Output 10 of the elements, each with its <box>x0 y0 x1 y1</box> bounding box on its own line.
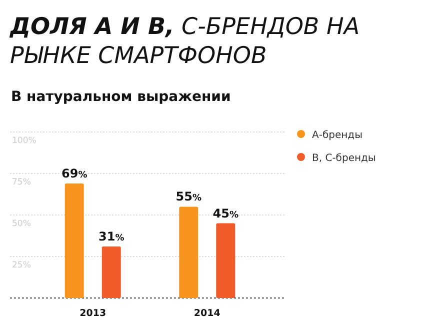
data-label: 55% <box>176 190 202 204</box>
data-label: 31% <box>98 230 124 244</box>
chart-subtitle: В натуральном выражении <box>11 89 231 105</box>
x-tick-label: 2013 <box>80 308 106 319</box>
data-label: 69% <box>61 166 88 180</box>
chart-title: ДОЛЯ А И В, С-БРЕНДОВ НА РЫНКЕ СМАРТФОНОВ <box>10 14 360 69</box>
x-tick-label: 2014 <box>194 308 221 319</box>
data-label: 45% <box>212 206 239 220</box>
legend-label: А-бренды <box>312 130 363 141</box>
legend-label: В, С-бренды <box>312 153 376 164</box>
